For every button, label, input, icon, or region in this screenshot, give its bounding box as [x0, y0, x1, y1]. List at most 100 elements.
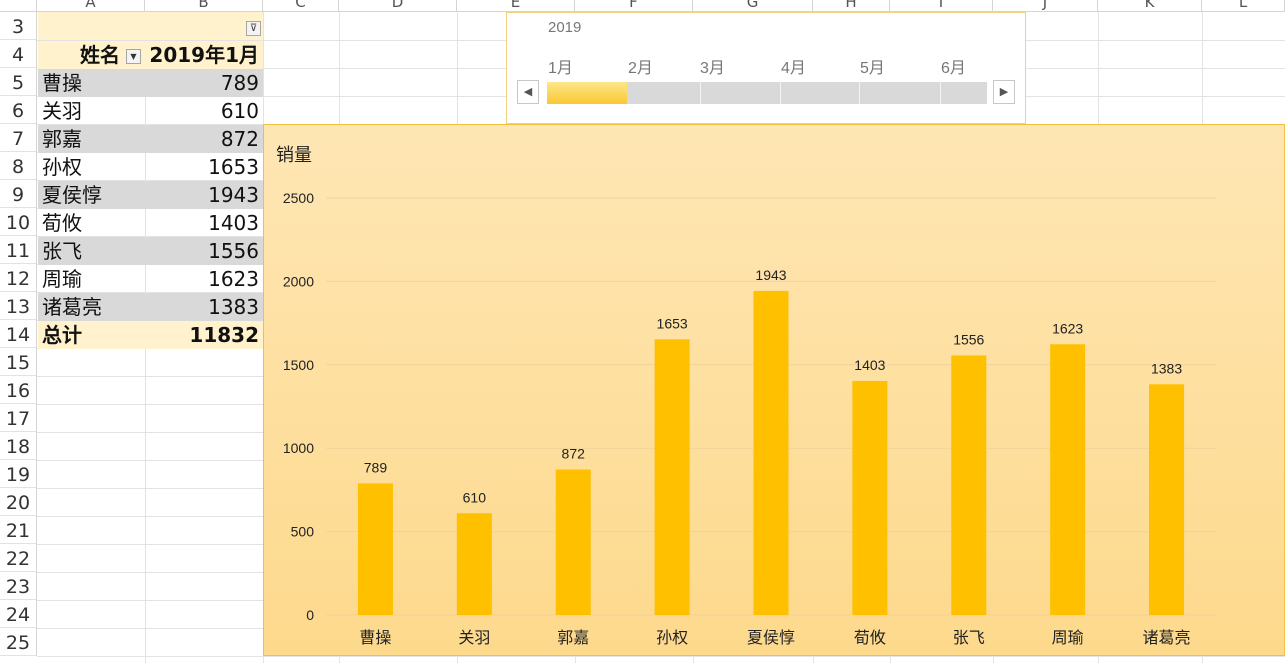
bar[interactable]	[1149, 384, 1185, 615]
y-tick-label: 1500	[283, 357, 314, 373]
row-header-16[interactable]: 16	[0, 376, 37, 404]
data-label: 610	[463, 489, 487, 505]
bar[interactable]	[456, 513, 492, 615]
column-header-i[interactable]: I	[890, 0, 993, 12]
timeline-selected-period[interactable]	[547, 82, 627, 104]
row-header-23[interactable]: 23	[0, 572, 37, 600]
column-header-d[interactable]: D	[339, 0, 457, 12]
data-label: 1383	[1151, 360, 1182, 376]
y-tick-label: 2000	[283, 273, 314, 289]
chart-plot-area: 0 500 1000 1500 2000 2500 789 曹操 610 关羽 872 郭嘉 1653 孙…	[283, 190, 1216, 647]
timeline-scroll-right-icon[interactable]: ▶	[993, 80, 1015, 104]
row-header-7[interactable]: 7	[0, 124, 37, 152]
data-label: 1403	[854, 357, 885, 373]
pivot-header-name: 姓名	[80, 43, 120, 67]
bar[interactable]	[951, 355, 987, 615]
row-header-22[interactable]: 22	[0, 544, 37, 572]
pivot-row-value[interactable]: 1383	[145, 293, 263, 321]
pivot-row-name[interactable]: 夏侯惇	[38, 181, 145, 209]
pivot-row-value[interactable]: 1653	[208, 155, 259, 179]
data-label: 1653	[657, 315, 688, 331]
row-header-10[interactable]: 10	[0, 208, 37, 236]
pivot-row-name[interactable]: 曹操	[38, 69, 145, 97]
timeline-track[interactable]	[547, 82, 987, 104]
pivot-row-name[interactable]: 荀攸	[42, 211, 82, 235]
x-tick-label: 关羽	[458, 628, 490, 647]
row-header-24[interactable]: 24	[0, 600, 37, 628]
column-header-h[interactable]: H	[813, 0, 890, 12]
timeline-month-label: 4月	[781, 60, 806, 77]
pivot-row-value[interactable]: 1403	[208, 211, 259, 235]
pivot-row-value[interactable]: 1556	[145, 237, 263, 265]
bar[interactable]	[654, 339, 690, 615]
corner-cell[interactable]	[0, 0, 37, 12]
row-header-6[interactable]: 6	[0, 96, 37, 124]
pivot-row-name[interactable]: 诸葛亮	[38, 293, 145, 321]
row-header-8[interactable]: 8	[0, 152, 37, 180]
column-header-f[interactable]: F	[575, 0, 693, 12]
row-header-17[interactable]: 17	[0, 404, 37, 432]
bar[interactable]	[1050, 344, 1086, 615]
row-header-5[interactable]: 5	[0, 68, 37, 96]
column-header-e[interactable]: E	[457, 0, 575, 12]
row-header-14[interactable]: 14	[0, 320, 37, 348]
column-header-l[interactable]: L	[1202, 0, 1285, 12]
x-tick-label: 周瑜	[1052, 628, 1084, 647]
bar[interactable]	[753, 290, 789, 615]
x-tick-label: 张飞	[953, 628, 985, 647]
row-header-21[interactable]: 21	[0, 516, 37, 544]
row-header-11[interactable]: 11	[0, 236, 37, 264]
pivot-header-value[interactable]: 2019年1月	[145, 41, 263, 69]
row-header-18[interactable]: 18	[0, 432, 37, 460]
column-header-j[interactable]: J	[993, 0, 1098, 12]
data-label: 872	[562, 446, 586, 462]
bar[interactable]	[357, 483, 393, 615]
pivot-row-value[interactable]: 610	[220, 99, 259, 123]
row-header-20[interactable]: 20	[0, 488, 37, 516]
bar[interactable]	[555, 469, 591, 615]
column-header-c[interactable]: C	[263, 0, 339, 12]
x-tick-label: 诸葛亮	[1143, 628, 1191, 647]
chart-y-axis-title: 销量	[276, 145, 312, 166]
y-tick-label: 0	[306, 607, 314, 623]
dropdown-arrow-icon[interactable]: ▼	[126, 49, 141, 64]
data-label: 1623	[1052, 320, 1083, 336]
pivot-header-name-cell[interactable]: 姓名 ▼	[38, 41, 145, 69]
y-tick-label: 1000	[283, 440, 314, 456]
pivot-total-label[interactable]: 总计	[38, 321, 145, 349]
column-header-k[interactable]: K	[1098, 0, 1202, 12]
pivot-row-value[interactable]: 872	[145, 125, 263, 153]
column-header-a[interactable]: A	[37, 0, 145, 12]
row-header-19[interactable]: 19	[0, 460, 37, 488]
pivot-row-value[interactable]: 789	[145, 69, 263, 97]
row-header-9[interactable]: 9	[0, 180, 37, 208]
pivot-row-name[interactable]: 张飞	[38, 237, 145, 265]
column-header-g[interactable]: G	[693, 0, 813, 12]
timeline-month-label: 6月	[941, 60, 966, 77]
pivot-total-value[interactable]: 11832	[145, 321, 263, 349]
pivot-row-value[interactable]: 1943	[145, 181, 263, 209]
timeline-slicer[interactable]: 2019 1月 2月 3月 4月 5月 6月 ◀ ▶	[506, 12, 1026, 124]
sales-bar-chart[interactable]: 销量 0 500 1000 1500 2000 2500 789 曹操 610 关羽 872 郭嘉 16…	[263, 124, 1285, 656]
pivot-row-name[interactable]: 关羽	[42, 99, 82, 123]
row-header-15[interactable]: 15	[0, 348, 37, 376]
funnel-icon[interactable]: ⊽	[246, 21, 261, 36]
row-header-25[interactable]: 25	[0, 628, 37, 656]
bar[interactable]	[852, 380, 888, 615]
pivot-row-value[interactable]: 1623	[208, 267, 259, 291]
pivot-row-name[interactable]: 孙权	[42, 155, 82, 179]
pivot-row-name[interactable]: 郭嘉	[38, 125, 145, 153]
row-header-13[interactable]: 13	[0, 292, 37, 320]
row-header-12[interactable]: 12	[0, 264, 37, 292]
row-header-4[interactable]: 4	[0, 40, 37, 68]
timeline-scroll-left-icon[interactable]: ◀	[517, 80, 539, 104]
column-header-b[interactable]: B	[145, 0, 263, 12]
data-label: 1943	[755, 267, 786, 283]
timeline-month-label: 1月	[548, 60, 573, 77]
row-header-3[interactable]: 3	[0, 12, 37, 40]
timeline-year: 2019	[548, 19, 582, 36]
x-tick-label: 荀攸	[854, 628, 886, 647]
pivot-row-name[interactable]: 周瑜	[42, 267, 82, 291]
timeline-month-label: 2月	[628, 60, 653, 77]
data-label: 1556	[953, 331, 984, 347]
